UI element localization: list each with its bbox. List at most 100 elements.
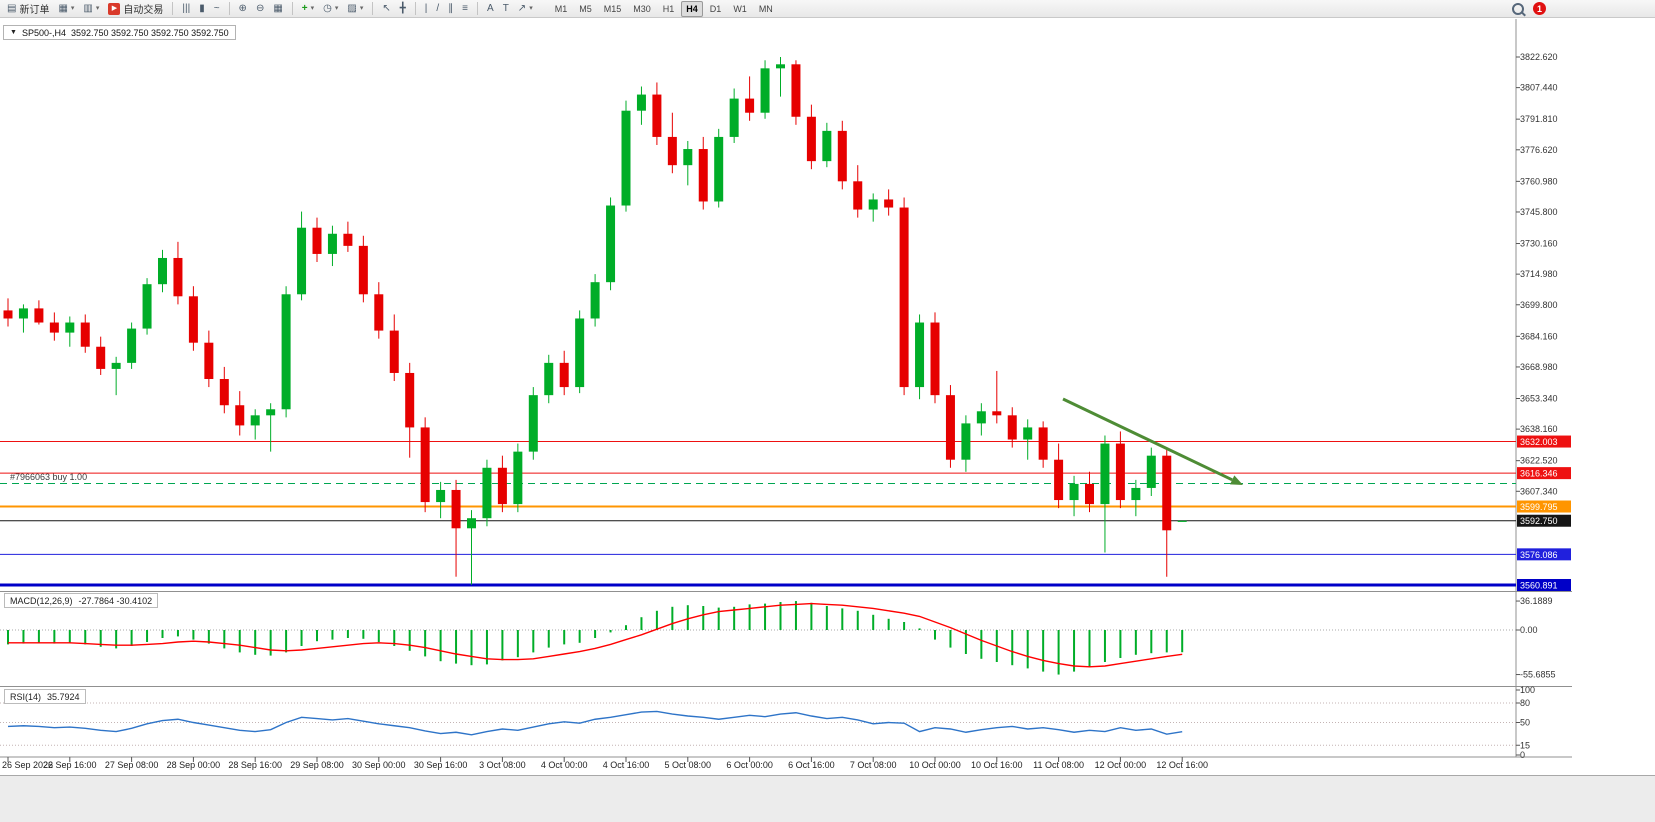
candle xyxy=(420,427,430,503)
time-label: 4 Oct 16:00 xyxy=(603,760,650,770)
candle xyxy=(976,411,986,424)
zoom-in-button[interactable]: ⊕ xyxy=(235,1,251,17)
label-tool-button[interactable]: T xyxy=(499,1,513,17)
price-tick-label: 3807.440 xyxy=(1520,83,1558,93)
candle xyxy=(961,423,971,460)
vertical-line-button[interactable]: | xyxy=(421,1,432,17)
time-label: 5 Oct 08:00 xyxy=(665,760,712,770)
candle xyxy=(389,330,399,373)
macd-axis-label: 0.00 xyxy=(1520,625,1538,635)
candle xyxy=(621,110,631,206)
toolbar-separator xyxy=(172,2,174,15)
trend-arrow[interactable] xyxy=(1062,397,1233,482)
chevron-down-icon: ▾ xyxy=(359,5,364,12)
price-line-badge xyxy=(1517,514,1571,527)
shapes-button[interactable]: ↗ ▾ xyxy=(514,1,537,17)
notification-badge[interactable]: 1 xyxy=(1533,2,1546,15)
time-label: 10 Oct 00:00 xyxy=(909,760,961,770)
macd-values: -27.7864 -30.4102 xyxy=(78,595,153,606)
time-label: 28 Sep 16:00 xyxy=(228,760,282,770)
candles-icon: ▮ xyxy=(199,2,205,14)
position-line-label[interactable]: #7966063 buy 1.00 xyxy=(10,472,88,482)
profiles-button[interactable]: ▥ ▾ xyxy=(79,1,103,17)
timeframe-h1-button[interactable]: H1 xyxy=(662,3,675,14)
indicators-button[interactable]: + ▾ xyxy=(298,1,318,17)
timeframe-m15-button[interactable]: M15 xyxy=(603,3,622,14)
line-chart-button[interactable]: ~ xyxy=(210,1,224,17)
price-line-badge-text: 3560.891 xyxy=(1520,580,1558,590)
candle xyxy=(945,395,955,460)
label-icon: T xyxy=(502,2,509,14)
crosshair-button[interactable]: ╋ xyxy=(396,1,410,17)
main-toolbar: ▤ 新订单 ▦ ▾ ▥ ▾ ▶ 自动交易 ||| ▮ ~ ⊕ ⊖ xyxy=(0,0,1655,18)
candle xyxy=(559,362,569,388)
price-line-badge-text: 3599.795 xyxy=(1520,502,1558,512)
line-chart-icon: ~ xyxy=(213,2,220,14)
trendline-button[interactable]: / xyxy=(432,1,443,17)
trendline-icon: / xyxy=(436,2,440,14)
candle xyxy=(250,415,260,426)
auto-trading-button[interactable]: ▶ 自动交易 xyxy=(104,1,167,17)
chart-window-button[interactable]: ▦ ▾ xyxy=(54,1,78,17)
candle xyxy=(3,310,13,319)
text-tool-button[interactable]: A xyxy=(483,1,498,17)
candle xyxy=(343,233,353,246)
candle xyxy=(745,98,755,113)
price-tick-label: 3638.160 xyxy=(1520,424,1558,434)
bar-chart-button[interactable]: ||| xyxy=(178,1,194,17)
candle xyxy=(513,451,523,505)
rsi-value: 35.7924 xyxy=(47,691,80,702)
rsi-axis-label: 100 xyxy=(1520,685,1535,695)
candle xyxy=(497,467,507,505)
zoom-out-button[interactable]: ⊖ xyxy=(252,1,268,17)
candle xyxy=(544,362,554,396)
shapes-icon: ↗ xyxy=(517,2,527,14)
periods-icon: ◷ xyxy=(323,2,332,14)
timeframe-m5-button[interactable]: M5 xyxy=(579,3,592,14)
periods-button[interactable]: ◷ ▾ xyxy=(319,1,342,17)
candle xyxy=(915,322,925,388)
timeframe-d1-button[interactable]: D1 xyxy=(709,3,722,14)
candle xyxy=(405,372,415,428)
price-line-badge xyxy=(1517,548,1571,561)
fibonacci-button[interactable]: ≡ xyxy=(458,1,472,17)
timeframe-m1-button[interactable]: M1 xyxy=(554,3,568,14)
toolbar-separator xyxy=(228,2,230,15)
channel-button[interactable]: ∥ xyxy=(444,1,457,17)
timeframe-w1-button[interactable]: W1 xyxy=(733,3,747,14)
candle xyxy=(204,342,214,380)
toolbar-separator xyxy=(372,2,374,15)
candle xyxy=(327,233,337,254)
cursor-button[interactable]: ↖ xyxy=(378,1,394,17)
candle xyxy=(1007,415,1017,440)
price-tick-label: 3684.160 xyxy=(1520,331,1558,341)
candle-chart-button[interactable]: ▮ xyxy=(195,1,209,17)
timeframe-h4-button[interactable]: H4 xyxy=(681,0,703,17)
chart-title: ▼ SP500-,H4 3592.750 3592.750 3592.750 3… xyxy=(3,25,236,40)
channel-icon: ∥ xyxy=(448,2,454,14)
search-icon[interactable] xyxy=(1512,2,1524,15)
rsi-line xyxy=(7,710,1183,736)
candle xyxy=(266,409,276,416)
candle xyxy=(158,257,167,285)
timeframe-mn-button[interactable]: MN xyxy=(758,3,773,14)
price-tick-label: 3653.340 xyxy=(1520,393,1558,403)
time-label: 30 Sep 16:00 xyxy=(414,760,468,770)
profiles-icon: ▥ xyxy=(83,2,93,14)
macd-axis-label: 36.1889 xyxy=(1520,596,1553,606)
templates-icon: ▨ xyxy=(347,2,357,14)
new-order-button[interactable]: ▤ 新订单 xyxy=(3,1,53,17)
time-label: 3 Oct 08:00 xyxy=(479,760,526,770)
price-tick-label: 3699.800 xyxy=(1520,300,1558,310)
candle xyxy=(1131,487,1141,501)
tile-windows-button[interactable]: ▦ xyxy=(269,1,286,17)
candle xyxy=(467,518,476,529)
templates-button[interactable]: ▨ ▾ xyxy=(343,1,367,17)
candle xyxy=(853,181,863,210)
auto-trading-label: 自动交易 xyxy=(123,5,164,16)
chevron-down-icon: ▾ xyxy=(334,5,339,12)
chart-window-icon: ▦ xyxy=(58,2,68,14)
new-order-label: 新订单 xyxy=(19,5,50,16)
collapse-marker-icon[interactable]: ▼ xyxy=(10,29,17,36)
timeframe-m30-button[interactable]: M30 xyxy=(633,3,651,14)
